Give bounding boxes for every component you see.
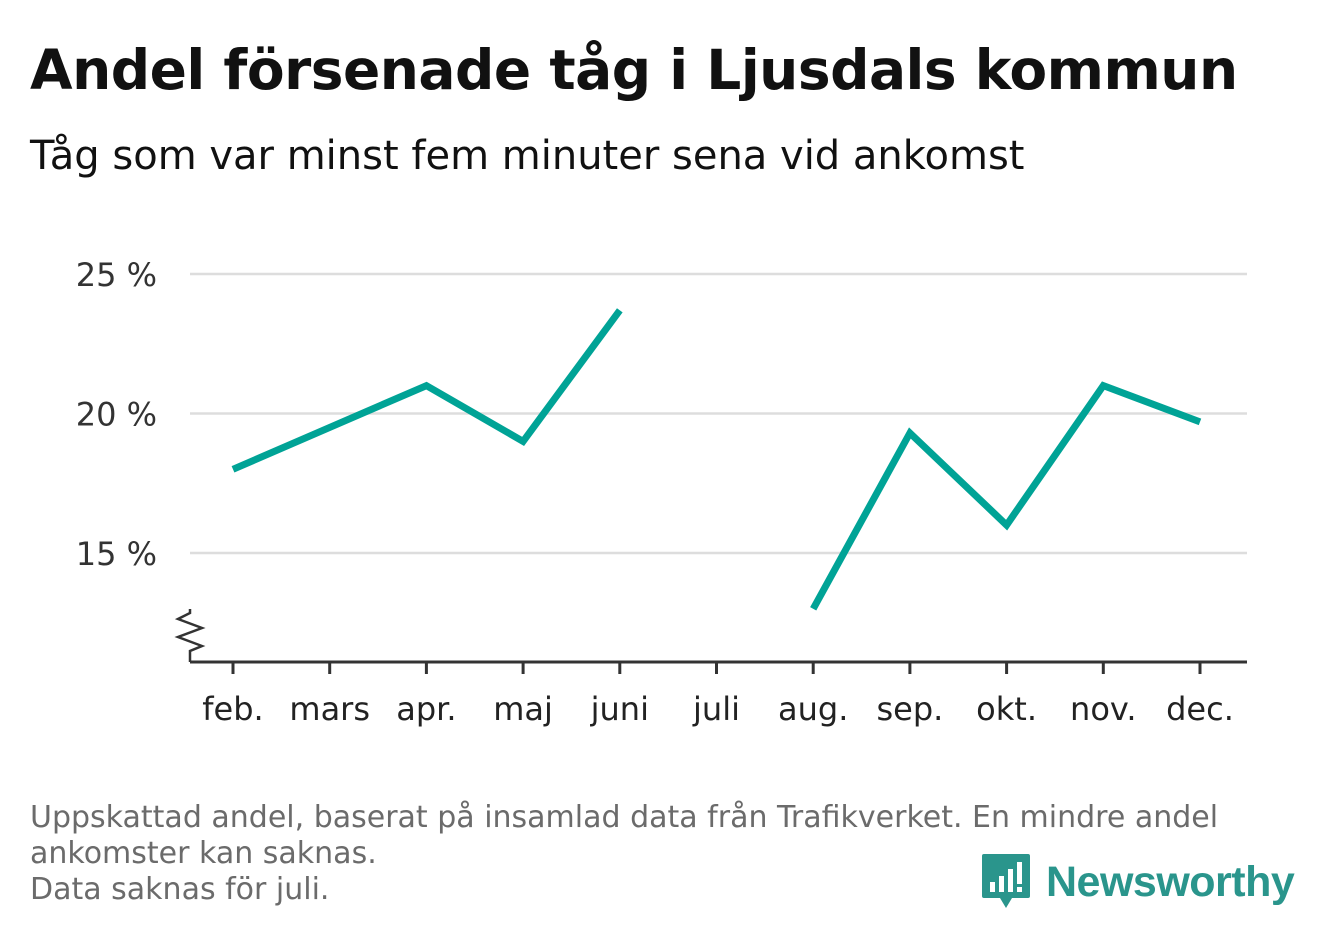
series-line — [231, 308, 623, 473]
chart-title: Andel försenade tåg i Ljusdals kommun — [30, 38, 1238, 102]
chart-subtitle: Tåg som var minst fem minuter sena vid a… — [30, 133, 1025, 179]
x-axis-tick-labels: feb. mars apr. maj juni juli aug. sep. okt. nov. d… — [202, 690, 1234, 728]
x-tick-label: okt. — [976, 690, 1037, 728]
x-tick-label: apr. — [396, 690, 456, 728]
brand-logo: Newsworthy — [980, 850, 1295, 914]
x-tick-label: sep. — [876, 690, 943, 728]
y-tick-label: 15 % — [76, 535, 157, 573]
footnote-line-2: ankomster kan saknas. — [30, 836, 377, 871]
axis-break-icon — [174, 609, 206, 662]
x-tick-label: dec. — [1166, 690, 1234, 728]
gridlines — [190, 272, 1247, 555]
footnote-line-1: Uppskattad andel, baserat på insamlad da… — [30, 800, 1219, 835]
x-tick-label: mars — [289, 690, 370, 728]
y-tick-label: 20 % — [76, 396, 157, 434]
footnote-line-3: Data saknas för juli. — [30, 872, 330, 907]
x-tick-label: aug. — [778, 690, 848, 728]
x-axis — [174, 609, 1247, 674]
series-lines — [231, 308, 1202, 611]
x-tick-label: maj — [493, 690, 553, 728]
x-tick-label: feb. — [202, 690, 263, 728]
bar-chart-speech-bubble-icon — [982, 854, 1030, 908]
y-tick-label: 25 % — [76, 256, 157, 294]
x-tick-label: juli — [692, 690, 740, 728]
y-axis-tick-labels: 15 % 20 % 25 % — [76, 256, 157, 573]
x-tick-label: juni — [590, 690, 649, 728]
series-line — [810, 381, 1202, 611]
x-tick-label: nov. — [1070, 690, 1136, 728]
footnote: Uppskattad andel, baserat på insamlad da… — [30, 800, 1280, 908]
brand-name: Newsworthy — [1046, 857, 1295, 906]
